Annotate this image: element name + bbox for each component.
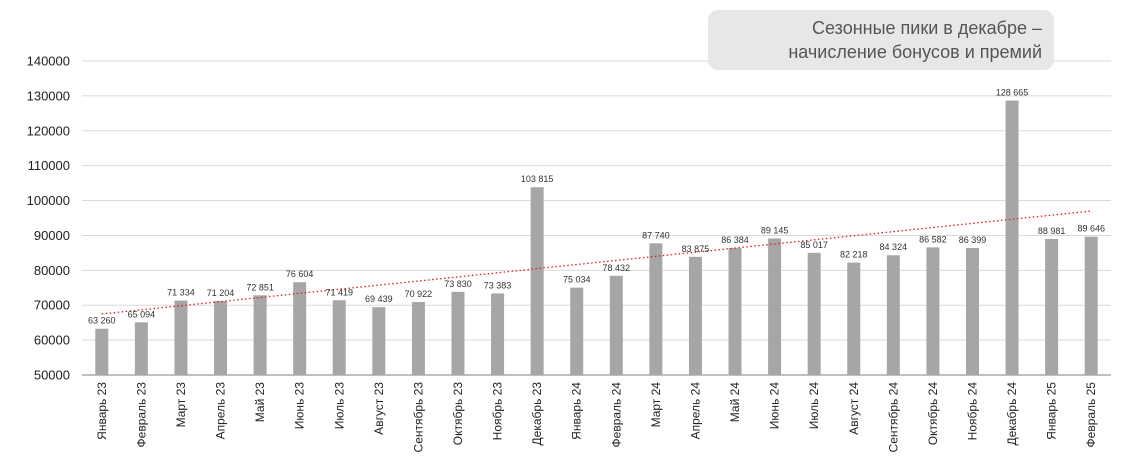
bar xyxy=(372,307,386,375)
data-label: 128 665 xyxy=(996,88,1029,98)
bar xyxy=(1084,236,1098,375)
bar xyxy=(253,295,267,375)
data-label: 76 604 xyxy=(286,269,314,279)
data-label: 82 218 xyxy=(840,250,868,260)
x-tick-label: Июль 24 xyxy=(807,382,821,430)
x-tick-label: Ноябрь 23 xyxy=(491,382,505,441)
data-label: 71 419 xyxy=(325,287,353,297)
x-tick-label: Март 24 xyxy=(649,382,663,428)
bar xyxy=(1005,100,1019,375)
data-label: 69 439 xyxy=(365,294,393,304)
bar xyxy=(965,248,979,375)
x-tick-label: Апрель 23 xyxy=(214,382,228,440)
x-tick-label: Октябрь 23 xyxy=(451,382,465,446)
bar xyxy=(491,293,505,375)
y-tick-label: 100000 xyxy=(27,193,70,208)
x-tick-label: Август 23 xyxy=(372,382,386,435)
bar xyxy=(847,262,861,375)
bar xyxy=(214,301,228,375)
annotation-callout: Сезонные пики в декабре – начисление бон… xyxy=(708,10,1054,70)
data-label: 84 324 xyxy=(880,242,908,252)
x-tick-label: Февраль 23 xyxy=(134,382,148,448)
y-tick-label: 110000 xyxy=(28,158,70,173)
x-tick-label: Март 23 xyxy=(174,382,188,428)
data-label: 103 815 xyxy=(521,174,554,184)
bar xyxy=(451,291,465,375)
data-labels: 63 260 65 094 71 334 71 204 72 851 76 604 71 4… xyxy=(88,88,1105,326)
y-axis-ticks: 50000 60000 70000 80000 90000 100000 110000 120… xyxy=(27,54,70,383)
x-tick-label: Апрель 24 xyxy=(688,382,702,440)
x-tick-label: Сентябрь 23 xyxy=(411,382,425,453)
bars xyxy=(95,100,1098,375)
x-tick-label: Январь 23 xyxy=(95,382,109,440)
bar xyxy=(807,252,821,375)
trendline xyxy=(101,210,1092,315)
data-label: 73 383 xyxy=(484,280,512,290)
x-tick-label: Январь 24 xyxy=(570,382,584,440)
gridlines xyxy=(82,60,1111,376)
x-tick-label: Июнь 23 xyxy=(293,382,307,430)
data-label: 71 204 xyxy=(207,288,235,298)
x-tick-label: Май 23 xyxy=(253,382,267,423)
y-tick-label: 120000 xyxy=(27,123,70,138)
data-label: 78 432 xyxy=(603,263,631,273)
x-tick-label: Февраль 24 xyxy=(609,382,623,448)
data-label: 75 034 xyxy=(563,275,591,285)
bar xyxy=(688,256,702,375)
bar xyxy=(926,247,940,375)
data-label: 86 399 xyxy=(959,235,987,245)
bar xyxy=(134,322,148,375)
x-tick-label: Декабрь 23 xyxy=(530,382,544,446)
data-label: 65 094 xyxy=(128,309,156,319)
data-label: 70 922 xyxy=(405,289,433,299)
callout-line-1: Сезонные пики в декабре – xyxy=(812,18,1042,38)
bar xyxy=(411,302,425,375)
x-tick-label: Ноябрь 24 xyxy=(965,382,979,441)
y-tick-label: 70000 xyxy=(34,298,70,313)
x-tick-label: Август 24 xyxy=(847,382,861,435)
bar xyxy=(530,187,544,375)
x-tick-label: Февраль 25 xyxy=(1084,382,1098,448)
y-tick-label: 50000 xyxy=(34,368,70,383)
y-tick-label: 140000 xyxy=(27,54,70,69)
x-tick-label: Июль 23 xyxy=(332,382,346,430)
x-tick-label: Июнь 24 xyxy=(768,382,782,430)
data-label: 89 145 xyxy=(761,225,789,235)
data-label: 71 334 xyxy=(167,288,195,298)
bar xyxy=(886,255,900,375)
bar xyxy=(1045,238,1059,375)
bar xyxy=(95,328,109,375)
data-label: 72 851 xyxy=(246,282,274,292)
x-tick-label: Октябрь 24 xyxy=(926,382,940,446)
data-label: 85 017 xyxy=(800,240,828,250)
bar xyxy=(174,300,188,375)
data-label: 86 384 xyxy=(721,235,749,245)
y-tick-label: 60000 xyxy=(34,333,70,348)
x-tick-label: Сентябрь 24 xyxy=(886,382,900,453)
data-label: 73 830 xyxy=(444,279,472,289)
x-tick-label: Декабрь 24 xyxy=(1005,382,1019,446)
bar xyxy=(332,300,346,375)
bar xyxy=(649,243,663,375)
bar xyxy=(728,248,742,375)
data-label: 89 646 xyxy=(1077,224,1105,234)
bar xyxy=(570,287,584,375)
data-label: 87 740 xyxy=(642,230,670,240)
y-tick-label: 130000 xyxy=(27,88,70,103)
bar xyxy=(609,275,623,375)
y-tick-label: 80000 xyxy=(34,263,70,278)
data-label: 83 875 xyxy=(682,244,710,254)
data-label: 88 981 xyxy=(1038,226,1066,236)
bar xyxy=(293,282,307,375)
y-tick-label: 90000 xyxy=(34,228,70,243)
callout-line-2: начисление бонусов и премий xyxy=(788,42,1042,62)
trendline-group xyxy=(101,210,1092,315)
data-label: 63 260 xyxy=(88,316,116,326)
bar xyxy=(768,238,782,375)
x-axis-ticks: Январь 23 Февраль 23 Март 23 Апрель 23 Май 2… xyxy=(95,382,1098,453)
x-tick-label: Январь 25 xyxy=(1045,382,1059,440)
x-tick-label: Май 24 xyxy=(728,382,742,423)
data-label: 86 582 xyxy=(919,234,947,244)
